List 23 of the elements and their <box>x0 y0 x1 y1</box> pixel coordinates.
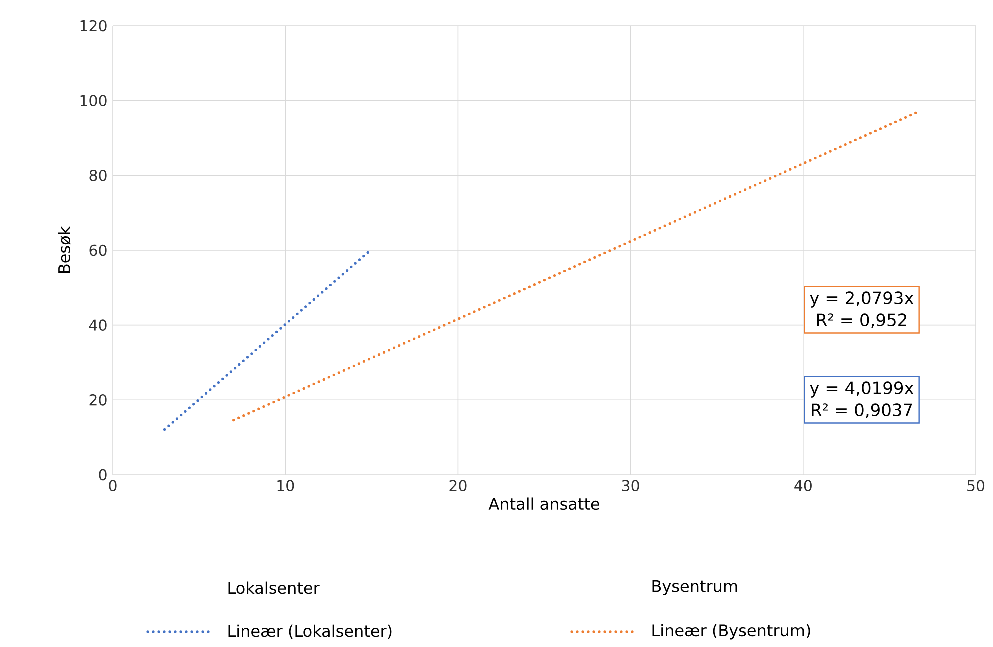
x-tick-label: 40 <box>794 480 812 492</box>
y-tick-label: 80 <box>90 170 107 182</box>
y-tick-label: 100 <box>80 95 107 107</box>
y-tick-label: 0 <box>99 469 107 481</box>
y-axis-title: Besøk <box>58 226 71 274</box>
y-tick-label: 40 <box>89 320 107 331</box>
x-tick-label: 20 <box>450 480 467 492</box>
text: Bysentrum <box>652 580 738 596</box>
x-tick-label: 0 <box>109 480 117 492</box>
annotation: y = 4,0199x <box>810 382 914 398</box>
x-tick-label: 10 <box>278 480 294 492</box>
annotation: y = 2,0793x <box>810 292 914 308</box>
y-tick-label: 120 <box>80 20 107 32</box>
x-tick-label: 50 <box>968 480 985 492</box>
x-tick-label: 30 <box>622 480 640 492</box>
text: Lokalsenter <box>228 582 320 594</box>
y-tick-label: 20 <box>90 394 107 406</box>
legend-label: Lineær (Lokalsenter) <box>228 624 392 640</box>
x-axis-title: Antall ansatte <box>488 498 600 510</box>
annotation: R² = 0,952 <box>817 314 906 328</box>
y-tick-label: 60 <box>90 244 107 256</box>
annotation: R² = 0,9037 <box>812 404 912 418</box>
legend-label: Lineær (Bysentrum) <box>652 624 810 640</box>
